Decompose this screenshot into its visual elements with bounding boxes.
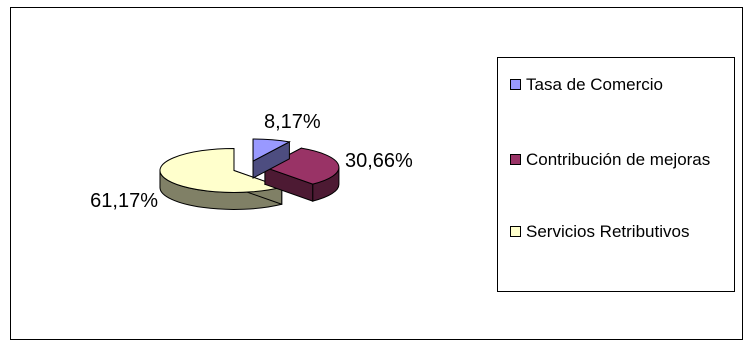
- legend-label-tasa-de-comercio: Tasa de Comercio: [526, 75, 664, 94]
- legend-label-contribucion: Contribución de mejoras: [526, 150, 711, 169]
- legend: Tasa de Comercio Contribución de mejoras…: [497, 57, 735, 292]
- pie-slice-top-servicios-retributivos: [159, 147, 284, 193]
- legend-swatch-servicios-retributivos: [510, 226, 521, 237]
- data-label-contribucion: 30,66%: [345, 150, 413, 172]
- pie-slice-contribucion: [263, 147, 340, 202]
- legend-label-servicios-retributivos: Servicios Retributivos: [526, 222, 690, 241]
- data-label-tasa-de-comercio: 8,17%: [264, 111, 321, 133]
- pie-slice-servicios-retributivos: [159, 147, 284, 210]
- data-label-servicios-retributivos: 61,17%: [90, 190, 158, 212]
- legend-swatch-tasa-de-comercio: [510, 79, 521, 90]
- legend-swatch-contribucion: [510, 154, 521, 165]
- pie-slice-top-contribucion: [263, 147, 340, 185]
- pie-slice-tasa-de-comercio: [252, 138, 291, 179]
- pie-slice-top-tasa-de-comercio: [252, 138, 291, 162]
